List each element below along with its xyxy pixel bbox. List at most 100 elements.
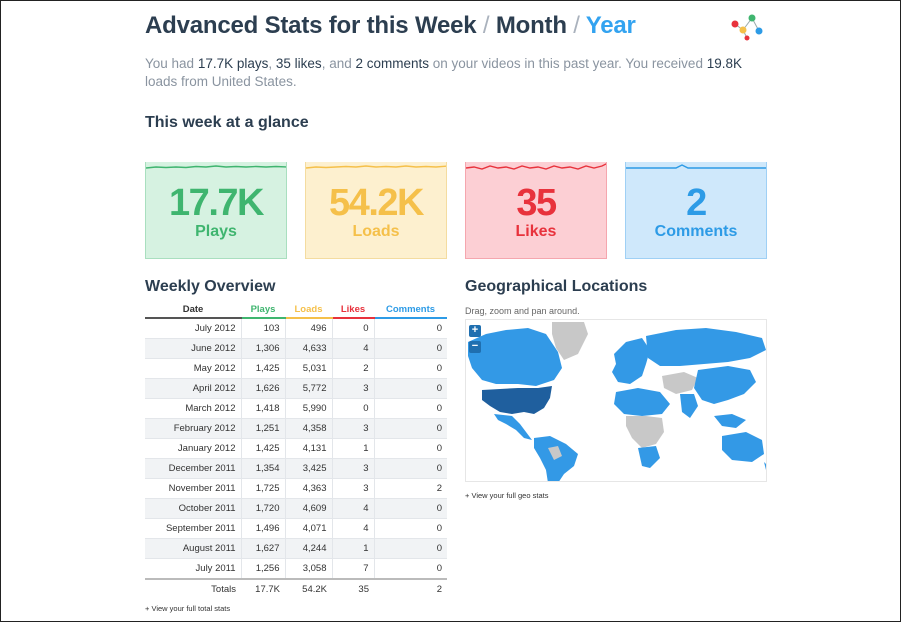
period-year-link[interactable]: Year xyxy=(585,12,636,39)
cell-likes: 3 xyxy=(332,478,375,499)
cell-plays: 1,256 xyxy=(241,558,286,580)
cell-comments: 0 xyxy=(374,458,447,479)
cell-date: June 2012 xyxy=(145,338,242,359)
cell-plays: 1,251 xyxy=(241,418,286,439)
table-row: July 2012 103 496 0 0 xyxy=(145,318,447,339)
cell-date: November 2011 xyxy=(145,478,242,499)
loads-card[interactable]: 54.2K Loads xyxy=(305,162,447,259)
title-separator: / xyxy=(482,12,490,39)
summary-loads: 19.8K xyxy=(706,56,742,71)
cell-likes: 4 xyxy=(332,338,375,359)
table-row: September 2011 1,496 4,071 4 0 xyxy=(145,518,447,539)
weekly-overview-title: Weekly Overview xyxy=(145,278,276,295)
cell-comments: 0 xyxy=(374,338,447,359)
table-header-row: Date Plays Loads Likes Comments xyxy=(145,302,447,319)
cell-plays: 1,306 xyxy=(241,338,286,359)
period-week-link[interactable]: Week xyxy=(414,12,477,39)
view-geo-stats-link[interactable]: + View your full geo stats xyxy=(465,491,549,500)
table-row: March 2012 1,418 5,990 0 0 xyxy=(145,398,447,419)
plays-sparkline xyxy=(146,165,286,169)
cell-likes: 3 xyxy=(332,418,375,439)
table-row: August 2011 1,627 4,244 1 0 xyxy=(145,538,447,559)
cell-likes: 3 xyxy=(332,378,375,399)
cell-date: July 2012 xyxy=(145,318,242,339)
loads-sparkline xyxy=(306,165,446,169)
table-row: July 2011 1,256 3,058 7 0 xyxy=(145,558,447,580)
summary-likes: 35 likes xyxy=(275,56,322,71)
cell-likes: 1 xyxy=(332,438,375,459)
cell-date: February 2012 xyxy=(145,418,242,439)
map-region-india xyxy=(680,394,698,418)
map-region-australia xyxy=(722,432,764,462)
cell-date: August 2011 xyxy=(145,538,242,559)
title-lead: Advanced Stats for this xyxy=(145,12,409,39)
cell-plays: 1,425 xyxy=(241,358,286,379)
colored-dots-logo-icon xyxy=(731,14,763,41)
cell-comments: 2 xyxy=(374,478,447,499)
cell-comments: 0 xyxy=(374,318,447,339)
cell-loads: 4,071 xyxy=(285,518,333,539)
glance-title: This week at a glance xyxy=(145,114,309,131)
cell-comments: 0 xyxy=(374,498,447,519)
summary-text: You had 17.7K plays, 35 likes, and 2 com… xyxy=(145,55,767,91)
map-region-europe xyxy=(612,338,650,384)
cell-comments: 0 xyxy=(374,438,447,459)
cell-date: May 2012 xyxy=(145,358,242,379)
cell-loads: 5,990 xyxy=(285,398,333,419)
summary-text-part: You had xyxy=(145,56,195,71)
likes-card[interactable]: 35 Likes xyxy=(465,162,607,259)
summary-text-part: on your videos in this past year. You re… xyxy=(432,56,703,71)
plays-card[interactable]: 17.7K Plays xyxy=(145,162,287,259)
map-region-new-zealand xyxy=(764,462,766,470)
cell-plays: 1,720 xyxy=(241,498,286,519)
table-row: June 2012 1,306 4,633 4 0 xyxy=(145,338,447,359)
comments-card[interactable]: 2 Comments xyxy=(625,162,767,259)
cell-likes: 0 xyxy=(332,318,375,339)
cell-likes: 3 xyxy=(332,458,375,479)
cell-comments: 0 xyxy=(374,378,447,399)
cell-plays: 1,418 xyxy=(241,398,286,419)
cell-loads: 54.2K xyxy=(285,578,332,599)
period-month-link[interactable]: Month xyxy=(495,12,567,39)
cell-plays: 1,496 xyxy=(241,518,286,539)
table-row: April 2012 1,626 5,772 3 0 xyxy=(145,378,447,399)
cell-plays: 1,626 xyxy=(241,378,286,399)
col-header-comments[interactable]: Comments xyxy=(374,302,447,319)
col-header-likes[interactable]: Likes xyxy=(332,302,374,319)
summary-text-part: loads from United States. xyxy=(145,74,297,89)
map-region-se-asia-islands xyxy=(714,414,746,428)
world-map[interactable]: + − xyxy=(465,319,767,482)
cell-likes: 4 xyxy=(332,498,375,519)
view-total-stats-link[interactable]: + View your full total stats xyxy=(145,604,231,613)
page-title: Advanced Stats for this Week / Month / Y… xyxy=(145,12,636,40)
cell-loads: 4,633 xyxy=(285,338,333,359)
map-region-mexico xyxy=(494,414,532,440)
map-region-north-africa xyxy=(614,388,670,416)
table-row: October 2011 1,720 4,609 4 0 xyxy=(145,498,447,519)
col-header-loads[interactable]: Loads xyxy=(285,302,332,319)
map-region-east-asia xyxy=(694,366,756,404)
cell-plays: 103 xyxy=(241,318,286,339)
cell-date: Totals xyxy=(145,578,241,599)
title-separator: / xyxy=(573,12,580,39)
col-header-date[interactable]: Date xyxy=(145,302,241,319)
likes-label: Likes xyxy=(515,223,557,240)
zoom-out-button[interactable]: − xyxy=(469,341,481,353)
cell-plays: 1,425 xyxy=(241,438,286,459)
table-row: February 2012 1,251 4,358 3 0 xyxy=(145,418,447,439)
summary-plays: 17.7K plays xyxy=(197,56,269,71)
cell-comments: 0 xyxy=(374,518,447,539)
comments-sparkline xyxy=(626,164,766,169)
table-row: May 2012 1,425 5,031 2 0 xyxy=(145,358,447,379)
cell-loads: 4,131 xyxy=(285,438,333,459)
col-header-plays[interactable]: Plays xyxy=(241,302,285,319)
cell-likes: 2 xyxy=(332,358,375,379)
cell-date: January 2012 xyxy=(145,438,242,459)
cell-date: December 2011 xyxy=(145,458,242,479)
summary-text-part: , xyxy=(268,56,273,71)
cell-likes: 0 xyxy=(332,398,375,419)
weekly-stats-table: Date Plays Loads Likes Comments July 201… xyxy=(145,302,447,599)
zoom-in-button[interactable]: + xyxy=(469,325,481,337)
cell-loads: 4,244 xyxy=(285,538,333,559)
geo-locations-title: Geographical Locations xyxy=(465,278,648,295)
